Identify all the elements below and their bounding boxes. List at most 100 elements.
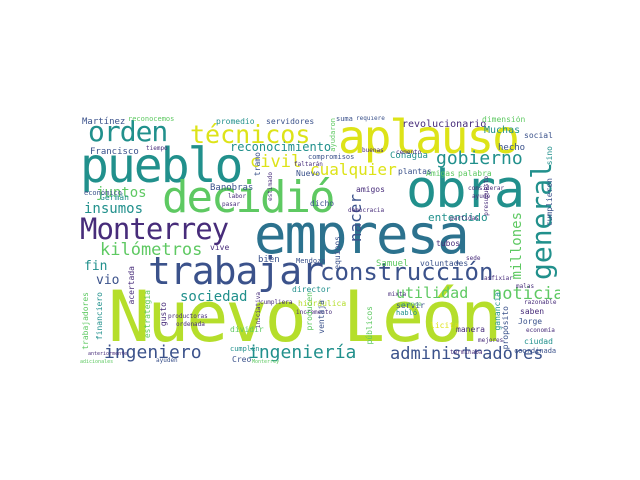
word-licita: licita: [430, 321, 459, 330]
word-empresa: empresa: [254, 203, 470, 266]
word-hecho: hecho: [498, 143, 526, 153]
word-monterrey-small: Monterrey: [252, 359, 280, 365]
word-anteriormente: anteriormente: [88, 351, 128, 357]
word-orden: orden: [88, 116, 168, 148]
word-faltaran: faltarán: [294, 161, 323, 168]
word-pueblo: pueblo: [80, 138, 243, 194]
word-trabajar: trabajar: [148, 249, 324, 293]
word-obra: obra: [406, 160, 525, 220]
word-dicho: dicho: [310, 199, 335, 208]
word-financiero: financiero: [95, 292, 104, 341]
word-cualquier: cualquier: [310, 160, 397, 179]
word-mendoza: Mendoza: [296, 257, 326, 265]
word-producen: producen: [305, 292, 314, 331]
word-promedio: promedio: [216, 117, 255, 126]
word-compromisos: compromisos: [308, 153, 355, 161]
word-incremento: incremento: [296, 309, 333, 316]
word-hidraulica: hidráulica: [298, 299, 347, 308]
word-director: director: [292, 285, 331, 294]
word-tramo: tramo: [253, 152, 262, 177]
word-coordinada: coordinada: [514, 347, 557, 355]
word-voluntades: voluntades: [420, 259, 469, 268]
word-construccion: construcción: [320, 258, 494, 286]
word-adicionales: adicionales: [80, 359, 114, 365]
word-plantas: plantas: [398, 167, 432, 176]
word-ventaja: ventaja: [317, 300, 326, 334]
word-razonable: razonable: [524, 299, 557, 306]
word-proposito: propósito: [501, 306, 510, 350]
word-revolucionario: revolucionario: [402, 119, 487, 130]
word-creo: Creo: [232, 355, 252, 364]
word-gobierno: gobierno: [436, 148, 523, 169]
word-german: Germán: [100, 193, 129, 202]
word-malas: malas: [516, 283, 535, 290]
word-civil: civil: [250, 152, 302, 172]
word-fin: fin: [84, 259, 108, 274]
word-monterrey: Monterrey: [80, 212, 229, 246]
word-noticias: noticias: [492, 284, 560, 304]
word-publicos: públicos: [365, 306, 374, 345]
word-avance: avance: [400, 301, 422, 308]
word-estimado: estimado: [267, 172, 274, 201]
word-cemento: cemento: [396, 149, 422, 156]
word-cumpliera: cumpliera: [260, 299, 293, 306]
word-pasar: pasar: [222, 201, 241, 208]
word-tiempo: tiempo: [146, 145, 168, 152]
word-gusto: gusto: [159, 302, 168, 327]
word-acertada: acertada: [127, 266, 136, 305]
word-manera: manera: [456, 325, 485, 334]
word-vio: vio: [96, 273, 120, 288]
word-sede: sede: [466, 255, 481, 262]
word-martinez: Martínez: [82, 117, 126, 127]
word-dividir: dividir: [230, 325, 264, 334]
word-mixta: mixta: [388, 291, 407, 298]
word-tubos: tubos: [436, 239, 461, 248]
word-nacer: nacer: [346, 194, 365, 243]
word-mejores: mejores: [478, 337, 504, 344]
word-vive: vive: [210, 243, 230, 252]
word-labor: labor: [228, 193, 247, 200]
word-ayudaron: ayudaron: [329, 118, 337, 152]
word-amigos: amigos: [356, 185, 385, 194]
word-dimension: dimensión: [482, 116, 526, 124]
word-ingeniero: ingeniero: [104, 342, 202, 363]
word-muchas: Muchas: [484, 125, 521, 136]
word-ayuden: ayuden: [156, 357, 178, 364]
word-palabra: palabra: [458, 169, 492, 178]
word-terminaba: terminaba: [450, 349, 483, 356]
word-buenas: buenas: [362, 147, 384, 154]
word-considerar: considerar: [468, 185, 505, 192]
word-ciudad: ciudad: [524, 337, 553, 346]
word-entendido: entendido: [428, 211, 488, 224]
word-productoras: productoras: [168, 313, 208, 320]
word-decidio: decidió: [162, 172, 335, 223]
word-millones: millones: [509, 212, 525, 280]
word-kilometros: kilómetros: [100, 240, 203, 260]
word-cumplen: cumplen: [230, 345, 260, 353]
word-servir: servir: [396, 301, 425, 310]
word-ayudo: ayudó: [472, 193, 491, 200]
word-trabajadores: trabajadores: [81, 292, 90, 350]
word-insumos: insumos: [84, 201, 144, 217]
word-sociedad: sociedad: [180, 289, 248, 305]
word-equipos: equipos: [333, 236, 342, 270]
word-banobras: Banobras: [210, 183, 254, 193]
word-suma: suma: [336, 116, 353, 123]
word-tecnicos: técnicos: [190, 120, 311, 149]
word-ordenada: ordenada: [176, 321, 205, 328]
word-iniciativa: iniciativa: [255, 292, 262, 329]
word-utilidad: utilidad: [396, 284, 469, 302]
word-sino: sino: [545, 146, 554, 166]
word-partidas: partidas: [450, 215, 479, 222]
word-economia: economía: [526, 327, 555, 334]
word-reconocimiento: reconocimiento: [230, 140, 332, 154]
word-hablo: habló: [396, 309, 418, 317]
word-ingenieria: ingeniería: [248, 342, 357, 363]
word-social: social: [524, 131, 553, 140]
word-juntos: juntos: [96, 185, 147, 201]
word-conagua: Conagua: [390, 151, 428, 161]
word-democracia: democracia: [348, 207, 385, 214]
word-samuel: Samuel: [376, 259, 409, 269]
word-saben: saben: [520, 307, 545, 316]
word-nuevo: Nuevo: [296, 169, 321, 178]
